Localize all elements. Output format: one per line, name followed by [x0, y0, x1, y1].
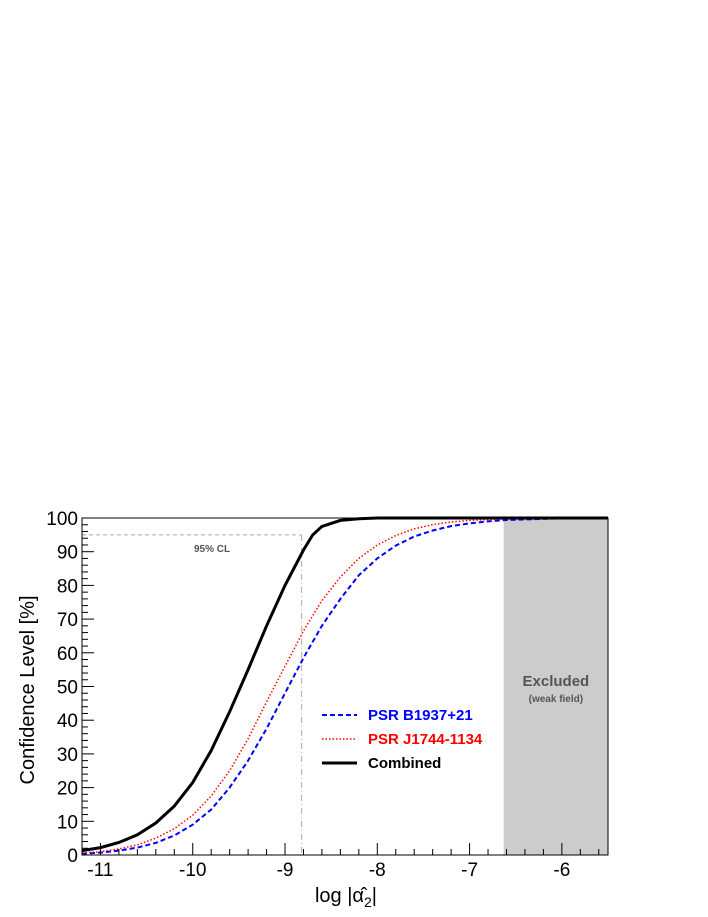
x-tick-label: -7	[461, 860, 478, 881]
series-layer	[81, 516, 609, 855]
series-line-2	[81, 516, 608, 853]
legend: PSR B1937+21 PSR J1744-1134 Combined	[322, 707, 483, 772]
y-tick-label: 60	[57, 644, 78, 665]
x-axis-title-main: log |α̂	[315, 885, 368, 907]
cl-annotation: 95% CL	[194, 544, 230, 555]
x-axis-title: log |α̂2|	[315, 885, 377, 910]
y-tick-label: 70	[57, 610, 78, 631]
legend-label-2: Combined	[368, 755, 441, 772]
tick-labels: -11 -10 -9 -8 -7 -6 0 10 20 30 40 50 60 70 80 90 100	[46, 509, 570, 881]
x-tick-label: -9	[277, 860, 294, 881]
axis-ticks	[81, 517, 600, 856]
x-tick-label: -6	[553, 860, 570, 881]
y-tick-label: 10	[57, 812, 78, 833]
x-tick-label: -10	[179, 860, 206, 881]
excluded-sublabel: (weak field)	[529, 694, 583, 705]
y-tick-label: 30	[57, 745, 78, 766]
y-tick-label: 40	[57, 711, 78, 732]
series-line-1	[81, 517, 609, 854]
cl-guide-lines	[82, 534, 303, 855]
y-tick-label: 0	[67, 846, 78, 867]
y-tick-label: 50	[57, 678, 78, 699]
x-tick-label: -11	[87, 860, 113, 881]
y-tick-label: 20	[57, 779, 78, 800]
y-tick-label: 100	[46, 509, 78, 530]
series-line-0	[81, 517, 609, 855]
legend-label-1: PSR J1744-1134	[368, 731, 483, 748]
y-tick-label: 80	[57, 576, 78, 597]
x-axis-title-end: |	[372, 885, 377, 907]
excluded-region	[503, 518, 608, 855]
x-tick-label: -8	[369, 860, 386, 881]
y-tick-label: 90	[57, 543, 78, 564]
y-axis-title: Confidence Level [%]	[17, 595, 39, 784]
excluded-label: Excluded	[523, 673, 590, 690]
legend-label-0: PSR B1937+21	[368, 707, 473, 724]
x-axis-title-sub: 2	[364, 894, 372, 910]
